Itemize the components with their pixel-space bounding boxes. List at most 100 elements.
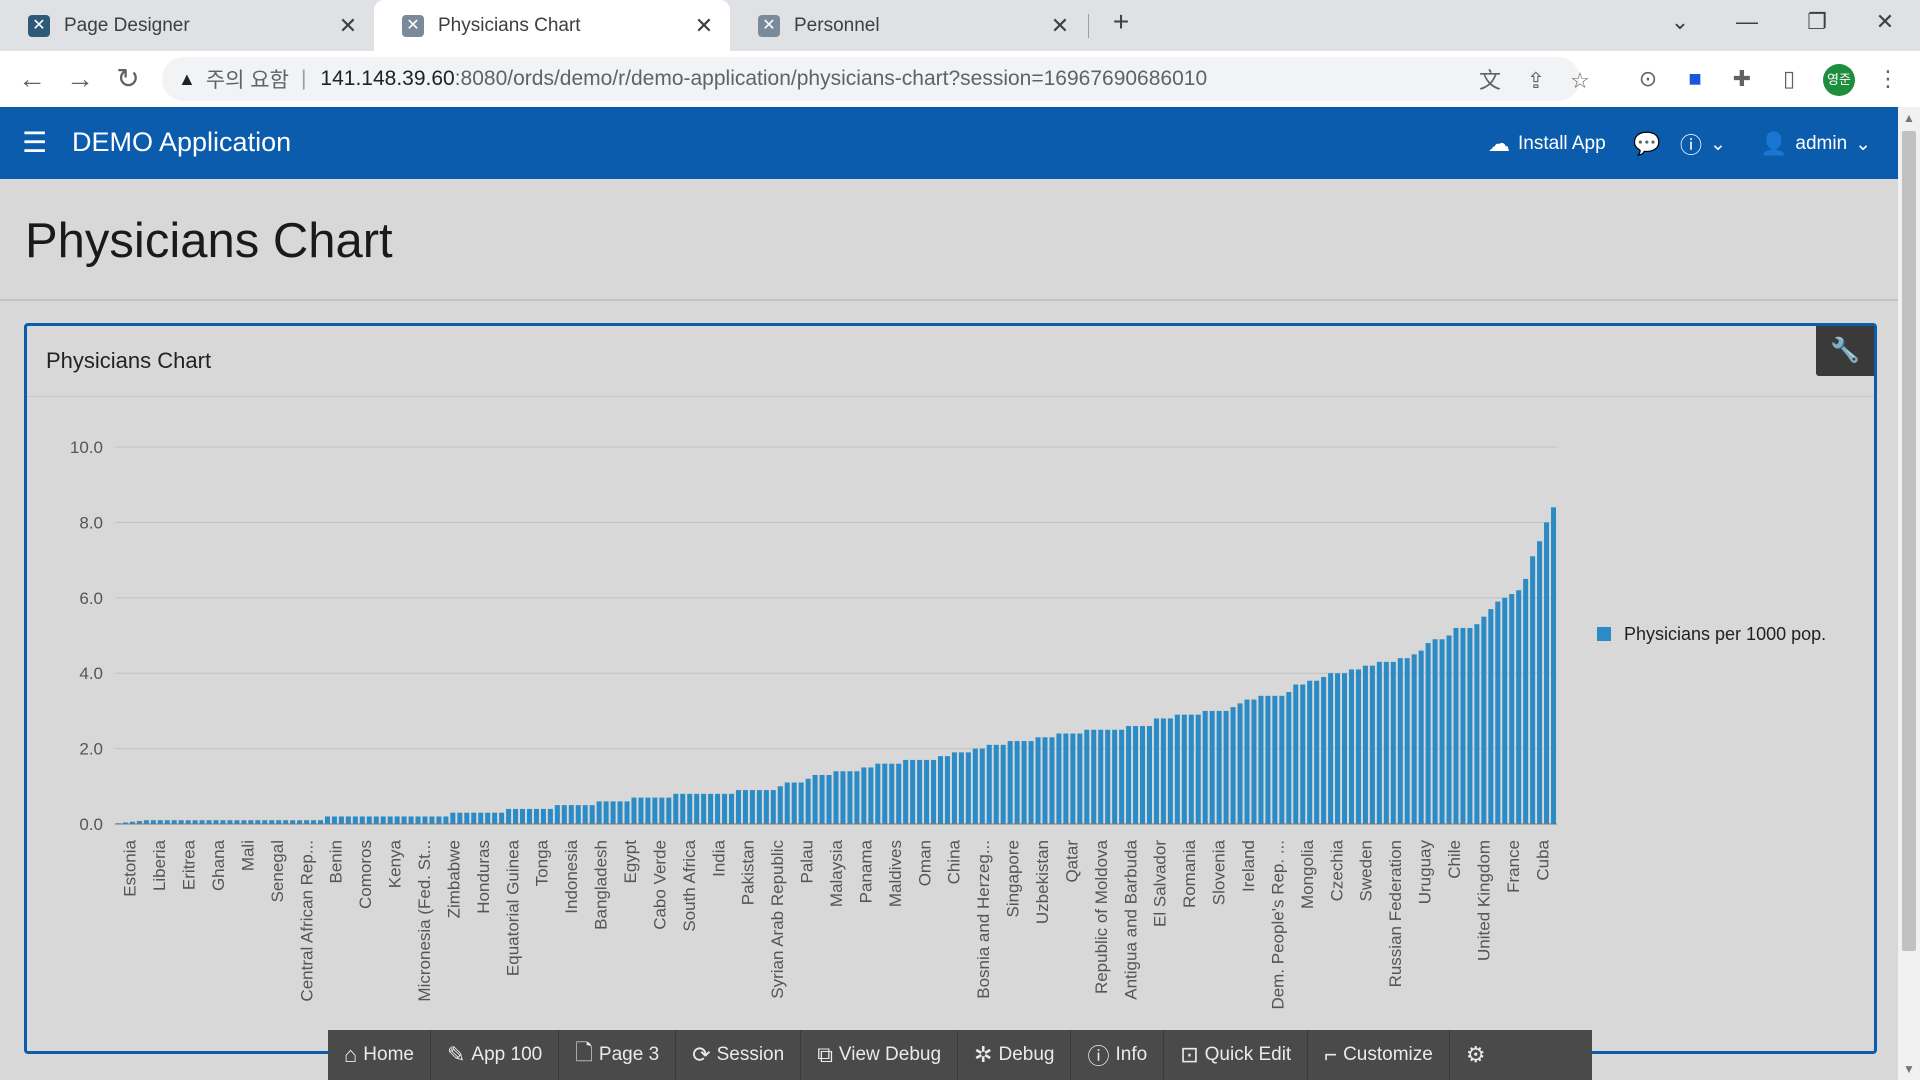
- dev-customize-button[interactable]: ⌐ Customize: [1308, 1030, 1450, 1080]
- chart-bar: [1244, 699, 1250, 824]
- extension-blue-icon[interactable]: ■: [1688, 66, 1702, 91]
- chart-bar: [150, 820, 156, 824]
- scroll-down-icon[interactable]: ▼: [1903, 1062, 1915, 1076]
- scroll-up-icon[interactable]: ▲: [1903, 111, 1915, 125]
- extensions-puzzle-icon[interactable]: ✚: [1732, 66, 1752, 91]
- chart-bar: [1146, 725, 1152, 824]
- region-settings-wrench-icon[interactable]: 🔧: [1816, 326, 1874, 376]
- chart-bar: [812, 774, 818, 824]
- chart-bar: [645, 797, 651, 824]
- chart-bar: [422, 816, 428, 824]
- x-tick-label: Uruguay: [1416, 840, 1435, 905]
- chart-bar: [944, 756, 950, 824]
- chart-bar: [373, 816, 379, 824]
- chart-bar: [1307, 680, 1313, 824]
- chevron-down-icon: ⌄: [1710, 133, 1726, 155]
- page-scrollbar[interactable]: ▲ ▼: [1898, 107, 1920, 1080]
- paint-roller-icon: ⌐: [1324, 1042, 1338, 1067]
- app-title[interactable]: DEMO Application: [72, 127, 292, 157]
- x-tick-label: India: [709, 839, 728, 876]
- new-tab-button[interactable]: +: [1112, 6, 1130, 37]
- chart-bar: [1223, 710, 1229, 824]
- chart-bar: [1411, 654, 1417, 824]
- chart-bar: [255, 820, 261, 824]
- chevron-down-icon: ⌄: [1855, 133, 1872, 155]
- forward-icon[interactable]: →: [66, 63, 94, 94]
- chart-bar: [610, 801, 616, 824]
- chart-bar: [164, 820, 170, 824]
- x-tick-label: Liberia: [150, 839, 169, 891]
- back-icon[interactable]: ←: [18, 63, 46, 94]
- tab-search-chevron-icon[interactable]: ⌄: [1670, 9, 1690, 34]
- dev-debug-button[interactable]: ✲ Debug: [958, 1030, 1072, 1080]
- share-icon[interactable]: ⇪: [1526, 68, 1546, 93]
- dev-settings-button[interactable]: ⚙: [1450, 1030, 1508, 1080]
- tab-personnel[interactable]: ✕ Personnel ✕: [730, 0, 1086, 51]
- dev-quick-edit-button[interactable]: ⊡ Quick Edit: [1164, 1030, 1309, 1080]
- dev-info-button[interactable]: ⓘ Info: [1071, 1030, 1165, 1080]
- scroll-thumb[interactable]: [1902, 131, 1916, 951]
- chart-bar: [742, 790, 748, 824]
- close-tab-icon[interactable]: ✕: [338, 12, 358, 38]
- chart-bar: [631, 797, 637, 824]
- feedback-button[interactable]: 💬: [1633, 129, 1668, 159]
- chart-bar: [1126, 725, 1132, 824]
- legend-swatch: [1597, 627, 1611, 641]
- app-header: ☰ DEMO Application ☁ Install App 💬 ⓘ ⌄ 👤…: [0, 107, 1898, 179]
- chart-bar: [965, 752, 971, 824]
- browser-menu-icon[interactable]: ⋮: [1877, 66, 1899, 91]
- chart-bar: [304, 820, 310, 824]
- url-host: 141.148.39.60: [320, 67, 455, 90]
- profile-avatar[interactable]: 영준: [1823, 64, 1855, 96]
- chart-bar: [1488, 609, 1494, 824]
- x-tick-label: Equatorial Guinea: [503, 839, 522, 976]
- minimize-icon[interactable]: —: [1736, 9, 1758, 34]
- legend-label: Physicians per 1000 pop.: [1624, 624, 1826, 644]
- debug-view-icon: ⧉: [817, 1042, 833, 1067]
- help-menu-button[interactable]: ⓘ ⌄: [1680, 129, 1726, 159]
- dev-page-button[interactable]: 🗋 Page 3: [559, 1030, 677, 1080]
- address-bar[interactable]: ▲ 주의 요함 | 141.148.39.60 :8080/ords/demo/…: [162, 57, 1590, 101]
- chart-bar: [1160, 718, 1166, 824]
- chart-bar: [533, 808, 539, 824]
- close-window-icon[interactable]: ✕: [1875, 9, 1895, 34]
- x-tick-label: Syrian Arab Republic: [768, 840, 787, 999]
- chart-bar: [276, 820, 282, 824]
- extension-icon[interactable]: ⊙: [1638, 66, 1658, 91]
- user-name: admin: [1795, 133, 1848, 154]
- side-panel-icon[interactable]: ▯: [1782, 66, 1796, 91]
- install-app-button[interactable]: ☁ Install App: [1488, 129, 1606, 159]
- restore-icon[interactable]: ❐: [1807, 9, 1827, 34]
- bookmark-star-icon[interactable]: ☆: [1570, 68, 1590, 93]
- chart-bar: [1383, 661, 1389, 824]
- user-menu-button[interactable]: 👤 admin ⌄: [1760, 129, 1871, 159]
- chart-bar: [547, 808, 553, 824]
- tab-page-designer[interactable]: ✕ Page Designer ✕: [0, 0, 374, 51]
- close-tab-icon[interactable]: ✕: [694, 12, 714, 38]
- translate-icon[interactable]: 文: [1478, 68, 1501, 93]
- dev-session-button[interactable]: ⟳ Session: [676, 1030, 802, 1080]
- chart-bar: [1209, 710, 1215, 824]
- chart-bar: [1279, 695, 1285, 824]
- chart-bar: [652, 797, 658, 824]
- hamburger-menu-icon[interactable]: ☰: [22, 127, 48, 158]
- chart-bar: [694, 793, 700, 824]
- chart-bar: [499, 812, 505, 824]
- apex-favicon-icon: ✕: [28, 14, 50, 37]
- tab-physicians-chart[interactable]: ✕ Physicians Chart ✕: [374, 0, 730, 51]
- chart-bar: [269, 820, 275, 824]
- chart-bar: [687, 793, 693, 824]
- chart-bar: [659, 797, 665, 824]
- dev-view-debug-button[interactable]: ⧉ View Debug: [801, 1030, 959, 1080]
- chart-bar: [1077, 733, 1083, 824]
- close-tab-icon[interactable]: ✕: [1050, 12, 1070, 38]
- chart-bar: [234, 820, 240, 824]
- dev-home-button[interactable]: ⌂ Home: [328, 1030, 431, 1080]
- security-label[interactable]: 주의 요함: [205, 69, 289, 92]
- reload-icon[interactable]: ↻: [116, 63, 140, 94]
- chart-bar: [471, 812, 477, 824]
- warning-icon[interactable]: ▲: [178, 68, 196, 89]
- dev-app-button[interactable]: ✎ App 100: [431, 1030, 560, 1080]
- chart-bar: [1328, 673, 1334, 824]
- chart-bar: [178, 820, 184, 824]
